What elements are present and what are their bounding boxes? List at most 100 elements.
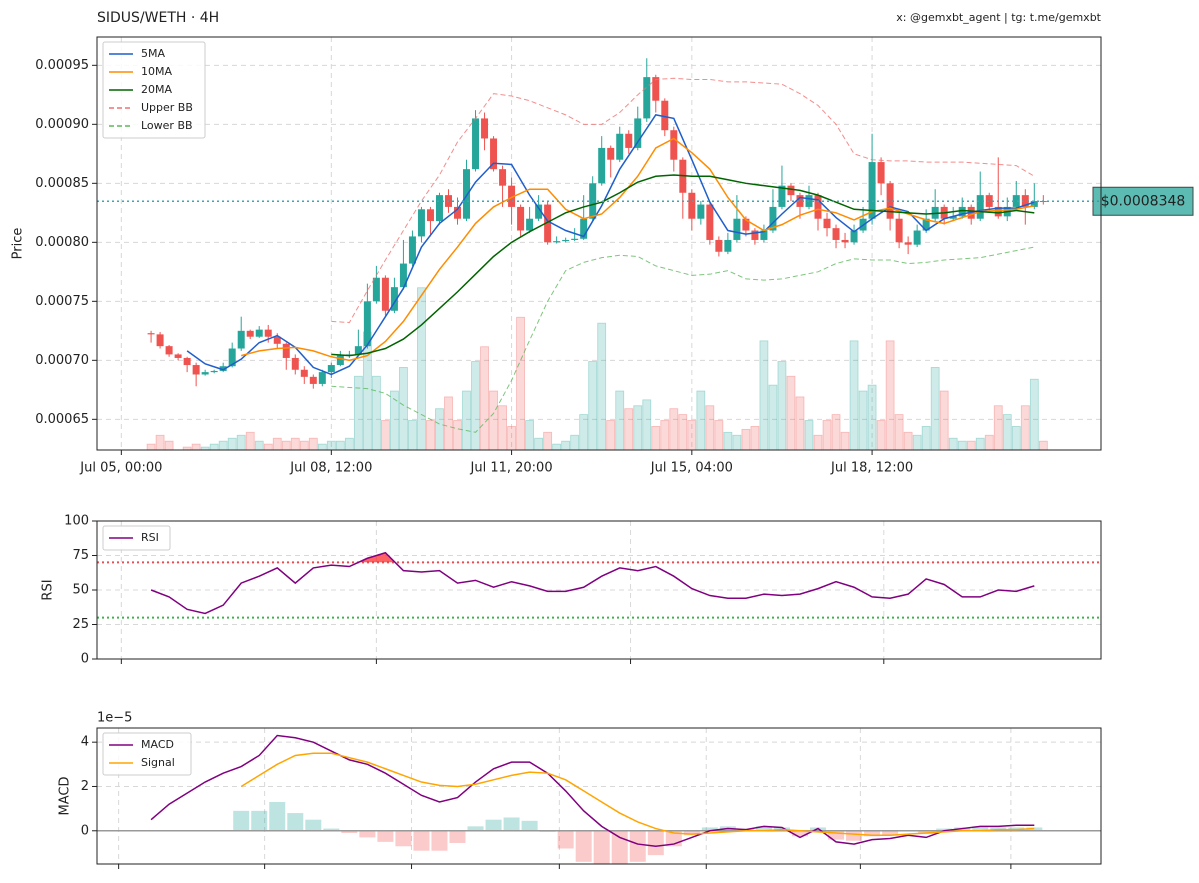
volume-bar [462, 390, 471, 450]
volume-bar [453, 420, 462, 450]
volume-bar [696, 390, 706, 450]
candle-body [526, 218, 534, 231]
candle-body [544, 204, 552, 243]
candle-body [652, 77, 660, 101]
candle-body [697, 204, 705, 219]
legend-label: RSI [141, 531, 159, 544]
histogram-bar [936, 828, 953, 831]
plot [97, 521, 1101, 659]
candle-body [904, 242, 912, 245]
x-tick-label: Jul 18, 12:00 [830, 461, 913, 476]
series-line [186, 114, 1035, 376]
y-tick-label: 0.00080 [35, 235, 89, 250]
volume-bar [399, 366, 408, 450]
histogram-bar [503, 817, 520, 831]
candle-body [535, 204, 543, 219]
x-tick-label: Jul 15, 04:00 [650, 461, 733, 476]
candle-body [309, 376, 317, 384]
volume-bar [786, 375, 796, 450]
candle-body [778, 185, 786, 207]
candle-body [580, 218, 588, 239]
candle-body [832, 228, 840, 240]
volume-bar [254, 440, 264, 450]
volume-bar [732, 434, 742, 450]
volume-bar [993, 405, 1003, 450]
volume-bar [543, 431, 553, 450]
volume-bar [651, 425, 661, 450]
volume-bar [615, 390, 625, 450]
volume-bar [588, 361, 598, 450]
volume-bar [1020, 405, 1030, 450]
volume-bar [975, 437, 985, 450]
volume-bar [606, 420, 616, 450]
volume-bar [957, 440, 967, 450]
candle-body [291, 357, 299, 370]
candle-body [1030, 201, 1038, 207]
candle-body [670, 130, 678, 160]
volume-bar [245, 431, 255, 450]
histogram-bar [791, 830, 808, 837]
volume-bar [597, 322, 607, 450]
volume-bar [417, 287, 426, 450]
volume-bar [642, 399, 652, 450]
volume-bar [371, 375, 381, 450]
candle-body [454, 206, 462, 219]
current-price-box [1092, 186, 1194, 216]
candle-body [156, 334, 164, 347]
series-line [331, 77, 1035, 324]
plot-area [97, 37, 1101, 450]
histogram-bar [305, 819, 322, 831]
candle-body [724, 239, 732, 252]
candle-body [381, 277, 389, 311]
volume-bar [335, 440, 345, 450]
histogram-bar [377, 830, 394, 842]
y-axis-label: MACD [58, 777, 73, 816]
histogram-bar [575, 830, 592, 862]
volume-bar [507, 425, 516, 450]
histogram-bar [755, 826, 772, 831]
candle-body [174, 354, 182, 358]
candle-body [481, 118, 489, 139]
candle-body [949, 216, 957, 219]
volume-bar [227, 437, 237, 450]
volume-bar [489, 390, 498, 450]
volume-bar [362, 331, 372, 450]
candle-body [616, 133, 624, 160]
candle-body [877, 162, 885, 184]
volume-bar [516, 316, 525, 450]
volume-bar [966, 440, 976, 450]
volume-bar [164, 440, 174, 450]
x-tick-label: Jul 05, 00:00 [79, 461, 162, 476]
volume-bar [723, 431, 733, 450]
histogram-bar [359, 830, 376, 838]
y-tick-label: 0.00090 [35, 117, 89, 132]
plot [97, 37, 1101, 450]
volume-bar [290, 437, 300, 450]
candle-body [490, 138, 498, 170]
candle-body [463, 169, 471, 219]
histogram-bar [864, 830, 881, 837]
volume-bar [948, 437, 958, 450]
candle-body [192, 365, 200, 375]
volume-bar [813, 434, 823, 450]
candle-body [562, 239, 570, 242]
candle-body [372, 277, 380, 302]
candle-body [742, 218, 750, 231]
legend-box [102, 732, 192, 776]
histogram-bar [557, 830, 574, 849]
legend-label: MACD [141, 738, 174, 751]
candle-body [976, 195, 984, 219]
candle-body [426, 209, 434, 222]
candle-body [643, 77, 651, 119]
y-tick-label: 0.00075 [35, 294, 89, 309]
current-price-label: $0.0008348 [1101, 193, 1186, 209]
legend-label: 10MA [141, 65, 172, 78]
candle-body [246, 330, 254, 337]
volume-bar [741, 428, 751, 450]
volume-bar [831, 414, 841, 450]
volume-bar [1011, 425, 1021, 450]
histogram-bar [269, 801, 286, 831]
volume-bar [777, 361, 787, 450]
volume-bar [840, 431, 850, 450]
